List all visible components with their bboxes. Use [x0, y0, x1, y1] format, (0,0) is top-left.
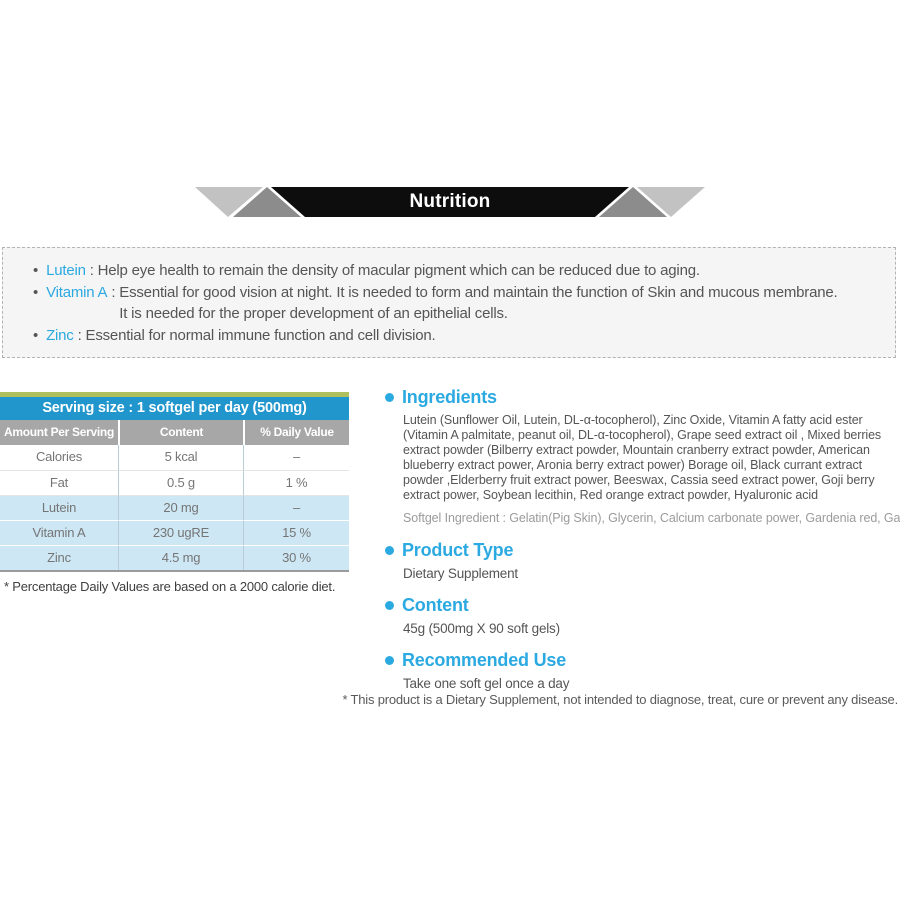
bullet-dot-icon [385, 546, 394, 555]
section-heading-recommended-use: Recommended Use [385, 650, 898, 671]
nutrient-content: 0.5 g [118, 470, 243, 495]
nutrition-table: Serving size : 1 softgel per day (500mg)… [0, 392, 349, 572]
softgel-ingredient-note: Softgel Ingredient : Gelatin(Pig Skin), … [403, 511, 900, 525]
banner-title: Nutrition [409, 191, 491, 212]
nutrient-daily-value: 1 % [243, 470, 349, 495]
bullet-dot-icon [385, 601, 394, 610]
highlight-term: Zinc [46, 326, 74, 344]
highlight-separator: : [107, 283, 120, 301]
highlight-item: Lutein : Help eye health to remain the d… [33, 260, 871, 282]
bullet-icon [33, 260, 38, 282]
nutrient-content: 230 ugRE [118, 520, 243, 545]
bullet-dot-icon [385, 656, 394, 665]
section-heading-label: Content [402, 595, 469, 615]
table-body: Calories 5 kcal – Fat 0.5 g 1 % Lutein 2… [0, 445, 349, 572]
section-heading-label: Product Type [402, 540, 514, 560]
table-row: Fat 0.5 g 1 % [0, 470, 349, 495]
highlight-item: Vitamin A : Essential for good vision at… [33, 282, 871, 325]
section-heading-ingredients: Ingredients [385, 387, 898, 408]
nutrient-daily-value: – [243, 445, 349, 470]
ingredients-text: Lutein (Sunflower Oil, Lutein, DL-α-toco… [403, 413, 882, 502]
nutrient-name: Vitamin A [0, 520, 118, 545]
product-type-text: Dietary Supplement [403, 566, 518, 581]
nutrient-daily-value: 15 % [243, 520, 349, 545]
highlight-separator: : [85, 262, 98, 279]
column-header: % Daily Value [243, 420, 349, 445]
nutrient-content: 5 kcal [118, 445, 243, 470]
highlight-separator: : [73, 326, 86, 344]
nutrient-daily-value: – [243, 495, 349, 520]
highlight-desc: Essential for good vision at night. It i… [119, 283, 838, 323]
nutrient-daily-value: 30 % [243, 545, 349, 570]
highlight-item: Zinc : Essential for normal immune funct… [33, 325, 871, 347]
table-row: Lutein 20 mg – [0, 495, 349, 520]
disclaimer-text: * This product is a Dietary Supplement, … [342, 692, 898, 707]
ribbon-fold-left-outer-icon [195, 187, 263, 217]
bullet-icon [33, 282, 38, 325]
ribbon-fold-left-inner-icon [233, 187, 301, 217]
ribbon-fold-right-inner-icon [599, 187, 667, 217]
table-row: Zinc 4.5 mg 30 % [0, 545, 349, 570]
details-column: Ingredients Lutein (Sunflower Oil, Lutei… [385, 387, 900, 691]
nutrition-ribbon-banner [195, 187, 705, 217]
recommended-use-text: Take one soft gel once a day [403, 676, 570, 691]
nutrient-name: Fat [0, 470, 118, 495]
highlight-term: Vitamin A [46, 283, 108, 301]
table-top-accent-bar [0, 392, 349, 397]
nutrient-name: Calories [35, 449, 83, 464]
table-footnote: * Percentage Daily Values are based on a… [4, 579, 336, 594]
column-header: Content [118, 420, 243, 445]
nutrient-name: Lutein [0, 495, 118, 520]
table-row: Vitamin A 230 ugRE 15 % [0, 520, 349, 545]
ribbon-bar [271, 187, 629, 217]
nutrient-name: Zinc [0, 545, 118, 570]
nutrient-content: 4.5 mg [118, 545, 243, 570]
bullet-icon [33, 325, 38, 347]
section-heading-content: Content [385, 595, 898, 616]
highlight-desc: Essential for normal immune function and… [85, 326, 436, 344]
section-heading-label: Ingredients [402, 387, 497, 407]
nutrient-content: 20 mg [118, 495, 243, 520]
table-row: Calories 5 kcal – [0, 445, 349, 470]
highlight-desc: Help eye health to remain the density of… [97, 262, 700, 279]
table-column-headers: Amount Per Serving Content % Daily Value [0, 420, 349, 445]
ribbon-fold-right-outer-icon [637, 187, 705, 217]
content-text: 45g (500mg X 90 soft gels) [403, 621, 560, 636]
highlight-term: Lutein [46, 262, 86, 279]
bullet-dot-icon [385, 393, 394, 402]
highlights-box: Lutein : Help eye health to remain the d… [2, 247, 896, 358]
section-heading-product-type: Product Type [385, 540, 898, 561]
column-header: Amount Per Serving [4, 425, 114, 439]
section-heading-label: Recommended Use [402, 650, 567, 670]
serving-size-header: Serving size : 1 softgel per day (500mg) [0, 397, 349, 420]
